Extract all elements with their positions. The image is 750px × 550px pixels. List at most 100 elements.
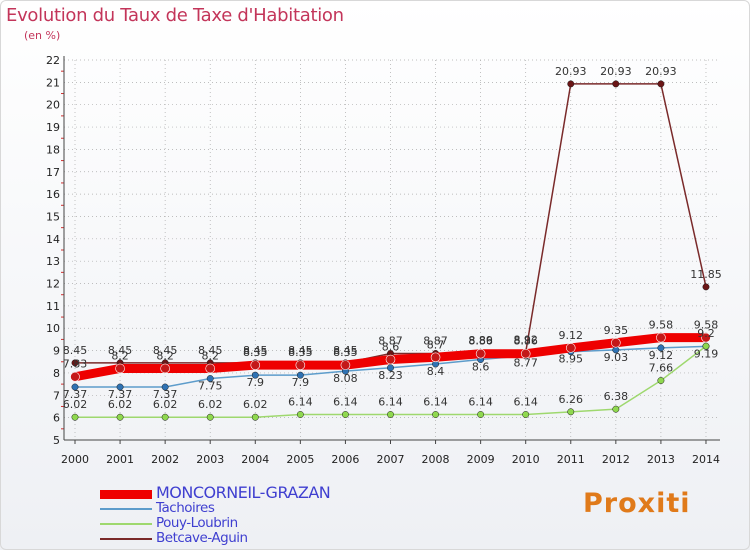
point-moncorneil-grazan <box>565 343 576 353</box>
point-pouy-loubrin <box>567 408 575 416</box>
data-label-moncorneil-grazan: 8.2 <box>111 349 129 362</box>
y-tick-label: 7 <box>53 389 60 402</box>
x-tick-label: 2005 <box>286 453 314 466</box>
data-label-betcave-aguin: 8.45 <box>333 344 358 357</box>
data-label-tachoires: 7.75 <box>198 380 223 393</box>
data-label-moncorneil-grazan: 8.86 <box>513 335 538 348</box>
data-label-tachoires: 7.37 <box>153 388 178 401</box>
point-moncorneil-grazan <box>430 352 441 363</box>
proxiti-logo: Proxiti <box>583 488 691 519</box>
x-tick-label: 2000 <box>61 453 89 466</box>
point-tachoires <box>161 383 169 391</box>
data-label-pouy-loubrin: 6.02 <box>198 398 223 411</box>
data-label-pouy-loubrin: 6.14 <box>333 396 358 409</box>
data-label-layer: 7.83 8.2 8.2 8.2 8.35 8.35 8.35 8.6 8.7 8.86 8.86 9… <box>63 65 722 411</box>
data-label-tachoires: 7.9 <box>292 376 310 389</box>
data-label-tachoires: 7.37 <box>108 388 133 401</box>
data-label-moncorneil-grazan: 8.86 <box>468 335 493 348</box>
data-label-betcave-aguin: 8.45 <box>153 344 178 357</box>
legend-swatch <box>100 508 152 510</box>
data-label-pouy-loubrin: 6.26 <box>559 393 584 406</box>
series-layer <box>70 80 711 421</box>
point-moncorneil-grazan <box>701 332 711 343</box>
data-label-pouy-loubrin: 6.02 <box>108 398 133 411</box>
data-label-pouy-loubrin: 9.2 <box>697 327 715 340</box>
point-pouy-loubrin <box>71 413 79 421</box>
data-label-pouy-loubrin: 6.14 <box>378 396 403 409</box>
data-label-moncorneil-grazan: 8.35 <box>243 346 268 359</box>
point-pouy-loubrin <box>612 405 620 413</box>
data-label-moncorneil-grazan: 8.7 <box>427 338 445 351</box>
point-tachoires <box>206 375 214 382</box>
x-tick-label: 2012 <box>602 453 630 466</box>
x-tick-label: 2014 <box>692 453 720 466</box>
data-label-pouy-loubrin: 6.02 <box>63 398 88 411</box>
x-tick-label: 2001 <box>106 453 134 466</box>
x-tick-label: 2008 <box>422 453 450 466</box>
data-label-tachoires: 8.77 <box>513 357 538 370</box>
data-label-tachoires: 8.6 <box>472 361 490 374</box>
point-moncorneil-grazan <box>340 360 351 370</box>
series-line-betcave-aguin <box>74 83 707 364</box>
point-betcave-aguin <box>612 80 620 88</box>
data-label-tachoires: 9.12 <box>649 349 674 362</box>
point-pouy-loubrin <box>296 411 304 418</box>
point-pouy-loubrin <box>161 413 169 421</box>
x-tick-label: 2009 <box>467 453 495 466</box>
data-label-moncorneil-grazan: 8.6 <box>382 341 400 354</box>
data-label-pouy-loubrin: 6.14 <box>468 396 493 409</box>
grid-layer <box>64 59 720 441</box>
data-label-betcave-aguin: 8.45 <box>108 344 133 357</box>
point-moncorneil-grazan <box>115 363 125 374</box>
point-tachoires <box>116 383 124 391</box>
y-tick-label: 6 <box>53 412 60 425</box>
data-label-pouy-loubrin: 6.38 <box>604 390 629 403</box>
legend-label: Pouy-Loubrin <box>156 515 238 531</box>
data-label-betcave-aguin: 20.93 <box>600 65 632 78</box>
x-tick-label: 2007 <box>376 453 404 466</box>
point-pouy-loubrin <box>341 411 349 418</box>
point-moncorneil-grazan <box>160 363 170 374</box>
point-moncorneil-grazan <box>250 360 261 370</box>
y-tick-label: 16 <box>46 188 60 201</box>
data-label-pouy-loubrin: 6.14 <box>513 396 538 409</box>
data-label-betcave-aguin: 11.85 <box>690 268 722 281</box>
data-label-betcave-aguin: 20.93 <box>555 65 587 78</box>
point-tachoires <box>251 371 259 379</box>
data-label-betcave-aguin: 20.93 <box>645 65 677 78</box>
point-betcave-aguin <box>567 80 575 88</box>
point-pouy-loubrin <box>251 413 259 421</box>
point-moncorneil-grazan <box>385 354 396 365</box>
chart-title: Evolution du Taux de Taxe d'Habitation <box>6 5 344 26</box>
data-label-betcave-aguin: 8.45 <box>288 344 313 357</box>
point-pouy-loubrin <box>432 411 440 418</box>
data-label-pouy-loubrin: 7.66 <box>649 362 674 375</box>
y-tick-label: 9 <box>53 345 60 358</box>
point-pouy-loubrin <box>657 377 665 384</box>
legend-label: MONCORNEIL-GRAZAN <box>156 483 331 502</box>
data-label-tachoires: 8.08 <box>333 372 358 385</box>
point-pouy-loubrin <box>206 413 214 421</box>
point-moncorneil-grazan <box>611 337 621 348</box>
point-tachoires <box>387 364 394 372</box>
legend-swatch <box>100 538 152 540</box>
y-tick-label: 10 <box>46 322 60 335</box>
x-tick-label: 2010 <box>512 453 540 466</box>
axis-layer: 5 6 7 8 9 10 11 12 13 14 15 16 17 18 19 20 21 22 2000 2001 2… <box>46 54 720 466</box>
x-tick-label: 2004 <box>241 453 269 466</box>
y-tick-label: 14 <box>46 233 60 246</box>
data-label-pouy-loubrin: 6.14 <box>423 396 448 409</box>
chart-subtitle: (en %) <box>24 29 61 42</box>
data-label-pouy-loubrin: 6.14 <box>288 396 313 409</box>
y-tick-label: 11 <box>46 300 60 313</box>
point-moncorneil-grazan <box>70 371 80 382</box>
data-label-moncorneil-grazan: 8.35 <box>333 346 358 359</box>
x-tick-label: 2006 <box>331 453 359 466</box>
data-label-betcave-aguin: 8.92 <box>513 333 538 346</box>
point-betcave-aguin <box>71 359 79 367</box>
y-tick-label: 15 <box>46 210 60 223</box>
y-tick-label: 13 <box>46 255 60 268</box>
point-tachoires <box>71 383 79 391</box>
data-label-tachoires: 9.19 <box>694 347 719 360</box>
